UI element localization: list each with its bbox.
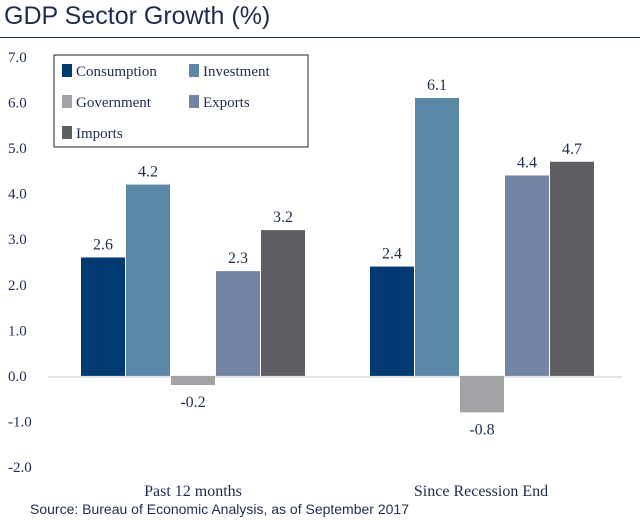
legend-swatch: [189, 64, 199, 77]
data-label: 6.1: [427, 77, 447, 94]
legend-label: Exports: [203, 95, 250, 111]
y-tick-label: 2.0: [8, 278, 27, 294]
legend-swatch: [62, 64, 72, 77]
data-label: 2.6: [93, 236, 113, 253]
legend-label: Investment: [203, 64, 270, 80]
data-label: 4.4: [517, 154, 537, 171]
y-tick-label: -1.0: [8, 414, 32, 430]
data-label: 2.4: [382, 246, 402, 263]
data-label: 4.2: [138, 164, 158, 181]
y-tick-label: 3.0: [8, 232, 27, 248]
y-tick-label: -2.0: [8, 460, 32, 476]
data-label: -0.2: [180, 394, 205, 411]
bar-government: [171, 375, 215, 385]
bar-investment: [415, 98, 459, 376]
bar-exports: [216, 271, 260, 376]
y-tick-label: 5.0: [8, 141, 27, 157]
bars: 2.6 4.2 -0.2 2.3 3.2 2.4 6.1 -0.8 4.4 4.7: [81, 77, 594, 438]
y-tick-label: 0.0: [8, 369, 27, 385]
chart-title: GDP Sector Growth (%): [4, 2, 271, 30]
legend-swatch: [189, 95, 199, 108]
legend-label: Imports: [76, 126, 123, 142]
legend-label: Consumption: [76, 64, 157, 80]
data-label: 2.3: [228, 250, 248, 267]
legend-box: [53, 54, 309, 148]
bar-investment: [126, 184, 170, 376]
data-label: -0.8: [469, 421, 494, 438]
title-rule: [0, 37, 640, 38]
x-axis: Past 12 months Since Recession End: [144, 483, 548, 500]
bar-government: [460, 375, 504, 413]
bar-chart: 7.0 6.0 5.0 4.0 3.0 2.0 1.0 0.0 -1.0 -2.0 2.6 4.2 -…: [8, 50, 622, 500]
x-category-label: Since Recession End: [414, 483, 548, 500]
legend-label: Government: [76, 95, 152, 111]
y-tick-label: 4.0: [8, 187, 27, 203]
data-label: 3.2: [273, 209, 293, 226]
y-axis: 7.0 6.0 5.0 4.0 3.0 2.0 1.0 0.0 -1.0 -2.0: [8, 50, 32, 476]
bar-consumption: [370, 266, 414, 376]
legend-swatch: [62, 95, 72, 108]
source-note: Source: Bureau of Economic Analysis, as …: [30, 501, 409, 517]
bar-imports: [261, 230, 305, 376]
bar-imports: [550, 161, 594, 376]
legend: Consumption Investment Government Exports Im…: [53, 54, 309, 148]
legend-swatch: [62, 126, 72, 139]
y-tick-label: 7.0: [8, 50, 27, 66]
x-category-label: Past 12 months: [144, 483, 242, 500]
bar-exports: [505, 175, 549, 376]
bar-consumption: [81, 257, 125, 376]
data-label: 4.7: [562, 141, 582, 158]
y-tick-label: 6.0: [8, 96, 27, 112]
y-tick-label: 1.0: [8, 323, 27, 339]
